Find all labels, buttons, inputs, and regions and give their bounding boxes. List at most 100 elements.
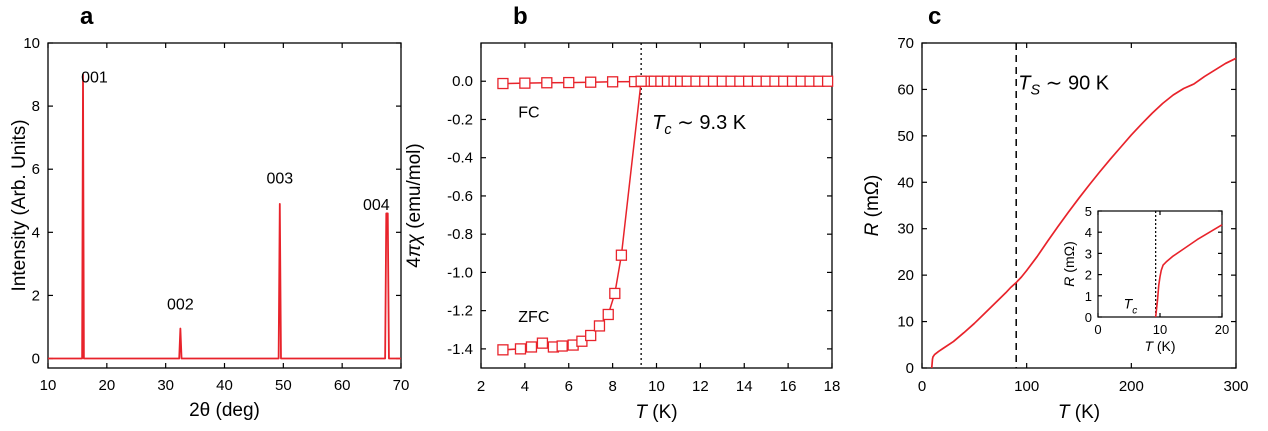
panel-a-y-tick-label: 10 <box>23 35 40 52</box>
panel-b-zfc-marker <box>602 308 614 321</box>
panel-b-fc-marker <box>585 76 597 88</box>
panel-c-ts-label: TS ∼ 90 K <box>1018 72 1110 98</box>
panel-a-peak-label: 001 <box>81 69 108 86</box>
panel-b-x-tick-label: 16 <box>780 378 797 395</box>
panel-c-inset-y-tick-label: 2 <box>1085 268 1092 283</box>
panel-b-plot: 2 4 6 8 10 12 14 16 18 0.0 -0.2 -0.4 -0.6 -0.8 -1.0 -1.… <box>404 42 841 423</box>
panel-b-zfc-marker <box>525 341 538 353</box>
panel-b-x-tick-label: 8 <box>608 378 616 395</box>
panel-c-series-line <box>930 57 1237 369</box>
panel-a: a 10 20 30 40 50 60 70 0 2 4 6 8 10 001 002 003 004 2θ (d… <box>9 3 409 421</box>
panel-a-x-tick-label: 10 <box>40 377 57 394</box>
panel-c-inset-x-tick-label: 0 <box>1094 322 1101 337</box>
panel-b-tc-label: Tc ∼ 9.3 K <box>652 112 747 138</box>
panel-b-zfc-marker <box>576 335 588 347</box>
panel-c-y-tick-label: 30 <box>897 221 914 238</box>
panel-b-y-tick-label: 0.0 <box>452 73 473 90</box>
panel-a-x-tick-label: 50 <box>275 377 292 394</box>
panel-b-zfc-marker <box>609 287 621 300</box>
panel-b-zfc-marker <box>497 344 509 356</box>
panel-b-x-tick-label: 10 <box>648 378 665 395</box>
panel-b-x-tick-label: 6 <box>565 378 573 395</box>
panel-b-y-tick-label: -0.6 <box>447 188 473 205</box>
panel-a-x-tick-label: 60 <box>334 377 351 394</box>
panel-c-letter: c <box>928 3 941 30</box>
panel-b-zfc-marker <box>514 343 527 355</box>
panel-b-x-axis-title: T (K) <box>635 402 677 423</box>
panel-a-y-tick-label: 6 <box>32 161 40 178</box>
panel-b-x-tick-label: 14 <box>736 378 753 395</box>
panel-a-y-tick-label: 2 <box>32 287 40 304</box>
panel-c-inset-tc-label: Tc <box>1124 295 1138 316</box>
panel-c-inset-y-tick-label: 1 <box>1085 289 1092 304</box>
panel-a-x-tick-label: 20 <box>98 377 115 394</box>
panel-c-y-tick-label: 70 <box>897 35 914 52</box>
panel-c-x-tick-label: 100 <box>1014 378 1039 395</box>
panel-a-y-tick-label: 0 <box>32 351 40 368</box>
panel-c-y-tick-label: 50 <box>897 128 914 145</box>
panel-a-frame <box>47 42 402 369</box>
panel-b-zfc-marker <box>585 329 597 342</box>
panel-a-plot: 10 20 30 40 50 60 70 0 2 4 6 8 10 001 002 003 004 2θ (deg… <box>9 35 409 421</box>
panel-c-inset-x-tick-label: 20 <box>1215 322 1229 337</box>
panel-b-x-tick-label: 12 <box>692 378 709 395</box>
panel-b-y-tick-label: -1.4 <box>447 341 473 358</box>
panel-c-inset-x-tick-label: 10 <box>1153 322 1167 337</box>
panel-b-fc-marker <box>497 77 509 90</box>
panel-b-x-tick-label: 4 <box>521 378 529 395</box>
panel-c-inset-y-tick-label: 4 <box>1085 225 1092 240</box>
panel-c-inset-y-tick-label: 3 <box>1085 246 1092 261</box>
panel-a-peak-label: 002 <box>167 297 194 314</box>
panel-a-x-tick-label: 70 <box>393 377 410 394</box>
panel-b-series-label: ZFC <box>518 309 549 326</box>
panel-c-y-tick-label: 60 <box>897 81 914 98</box>
panel-b-y-axis-title: 4πχ (emu/mol) <box>404 143 425 267</box>
panel-a-series-line <box>48 73 401 360</box>
panel-c-y-axis-title: R (mΩ) <box>862 175 883 237</box>
panel-b-y-axis: 0.0 -0.2 -0.4 -0.6 -0.8 -1.0 -1.2 -1.4 <box>447 73 832 358</box>
panel-b-fc-marker <box>563 76 575 89</box>
panel-a-y-axis: 0 2 4 6 8 10 <box>23 35 401 368</box>
panel-b-y-tick-label: -1.0 <box>447 264 473 281</box>
panel-b-fc-marker <box>541 77 553 89</box>
panel-b-zfc-marker <box>556 340 568 352</box>
panel-b-zfc-marker <box>593 320 606 332</box>
panel-c-inset-y-axis: 0 1 2 3 4 5 <box>1085 204 1222 325</box>
panel-c-inset-series-line <box>1154 224 1223 318</box>
panel-c-inset-x-axis: 0 10 20 <box>1094 211 1229 337</box>
panel-c-x-axis-title: T (K) <box>1058 402 1100 423</box>
panel-a-y-tick-label: 4 <box>32 224 40 241</box>
panel-b-y-tick-label: -0.8 <box>447 226 473 243</box>
panel-c-inset-x-axis-title: T (K) <box>1144 338 1175 354</box>
panel-c-inset-frame <box>1097 210 1223 318</box>
panel-a-y-axis-title: Intensity (Arb. Units) <box>9 119 30 291</box>
panel-b-series-label: FC <box>518 105 539 122</box>
panel-c-x-tick-label: 0 <box>918 378 926 395</box>
panel-b-y-tick-label: -0.4 <box>447 150 473 167</box>
panel-a-x-tick-label: 40 <box>216 377 233 394</box>
panel-b: b 2 4 6 8 10 12 14 16 18 0.0 -0.2 -0.4 -0.6 -0.8 -1.0 -… <box>404 3 840 423</box>
panel-b-x-tick-label: 18 <box>824 378 841 395</box>
panel-c-x-axis: 0 100 200 300 <box>918 43 1249 395</box>
panel-c-y-tick-label: 20 <box>897 267 914 284</box>
panel-c-y-tick-label: 40 <box>897 174 914 191</box>
panel-b-fc-marker <box>519 77 531 89</box>
panel-c-y-tick-label: 10 <box>897 314 914 331</box>
panel-c-x-tick-label: 200 <box>1119 378 1144 395</box>
panel-b-y-tick-label: -0.2 <box>447 111 473 128</box>
panel-c-y-tick-label: 0 <box>906 360 914 377</box>
panel-c-x-tick-label: 300 <box>1223 378 1248 395</box>
panel-a-x-tick-label: 30 <box>157 377 174 394</box>
panel-c-inset-y-tick-label: 0 <box>1085 310 1092 325</box>
panel-a-y-tick-label: 8 <box>32 98 40 115</box>
panel-b-y-tick-label: -1.2 <box>447 303 473 320</box>
panel-b-zfc-marker <box>635 75 647 87</box>
panel-a-x-axis-title: 2θ (deg) <box>189 400 260 421</box>
panel-b-fc-marker <box>606 76 619 88</box>
panel-b-fc-marker <box>821 75 834 87</box>
panel-a-peak-label: 004 <box>363 197 390 214</box>
